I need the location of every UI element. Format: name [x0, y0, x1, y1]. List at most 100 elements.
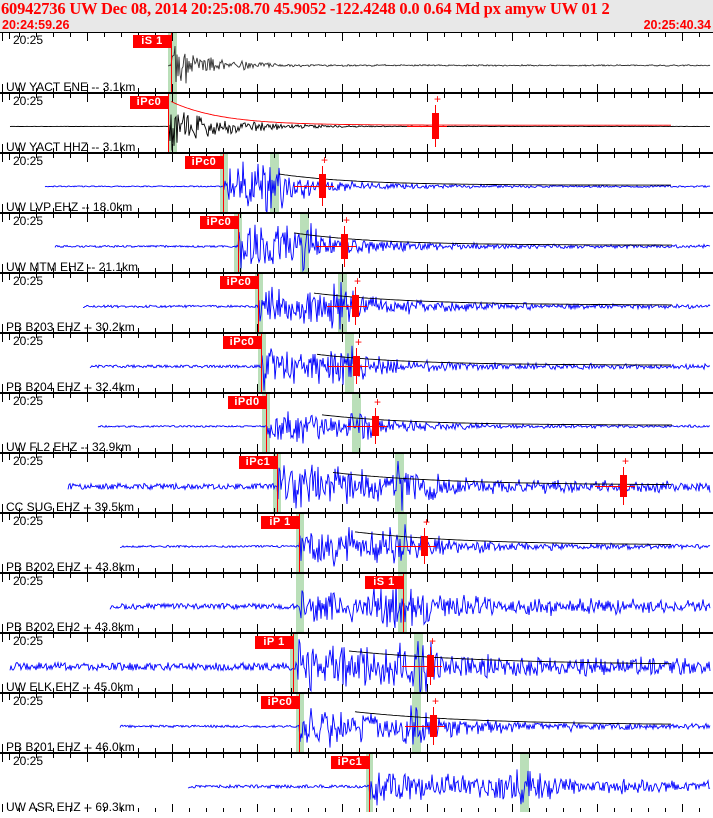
waveform-trace — [119, 705, 711, 748]
phase-pick-line[interactable] — [171, 33, 172, 92]
trace-panel-mtm-ehz[interactable]: iPc0 +20:25 UW MTM EHZ -- 21.1km — [0, 212, 713, 272]
phase-pick-line[interactable] — [369, 754, 370, 812]
waveform-trace — [67, 460, 711, 511]
phase-pick-line[interactable] — [258, 274, 259, 332]
station-channel-label: UW ELK EHZ -- 45.0km — [6, 680, 134, 692]
trace-panel-b203-ehz[interactable]: iPc0 +20:25 PB B203 EHZ -- 30.2km — [0, 272, 713, 332]
phase-window-band — [296, 694, 304, 752]
phase-window-band — [168, 33, 177, 92]
station-channel-label: PB B202 EH2 -- 43.8km — [6, 620, 135, 632]
amplitude-baseline — [407, 126, 447, 128]
amplitude-baseline — [347, 426, 387, 428]
amplitude-baseline — [328, 366, 368, 368]
amplitude-plus-icon: + — [374, 395, 382, 410]
phase-pick-label[interactable]: iPc0 — [223, 336, 261, 349]
coda-envelope-curve — [321, 414, 672, 426]
panel-time-label: 20:25 — [8, 33, 44, 47]
amplitude-plus-icon: + — [354, 274, 362, 289]
phase-pick-label[interactable]: iPc0 — [220, 276, 258, 289]
trace-panel-b202-ehz[interactable]: iP 1 +20:25 PB B202 EHZ -- 43.8km — [0, 512, 713, 572]
waveform-trace — [54, 223, 711, 272]
amplitude-plus-icon: + — [355, 335, 363, 350]
phase-pick-label[interactable]: iPc0 — [200, 216, 238, 229]
phase-pick-label[interactable]: iPc1 — [239, 456, 277, 469]
waveform-trace — [167, 45, 711, 84]
amplitude-plus-icon: + — [429, 634, 437, 649]
trace-panel-asr-ehz[interactable]: iPc1 20:25 UW ASR EHZ -- 69.3km — [0, 752, 713, 812]
window-start-time: 20:24:59.26 — [2, 18, 70, 32]
phase-pick-label[interactable]: iS 1 — [133, 35, 171, 48]
phase-window-band — [258, 334, 266, 392]
phase-pick-line[interactable] — [261, 334, 262, 392]
amplitude-plus-icon: + — [423, 515, 431, 530]
phase-pick-line[interactable] — [403, 574, 404, 632]
phase-pick-label[interactable]: iS 1 — [365, 576, 403, 589]
waveform-trace — [119, 524, 711, 567]
phase-pick-line[interactable] — [168, 94, 169, 152]
coda-envelope-curve — [316, 353, 671, 366]
phase-window-band — [168, 94, 177, 152]
station-channel-label: CC SUG EHZ -- 39.5km — [6, 500, 135, 512]
waveform-trace — [9, 101, 710, 151]
station-channel-label: PB B204 EHZ -- 32.4km — [6, 380, 135, 392]
phase-pick-label[interactable]: iPd0 — [228, 396, 266, 409]
trace-panel-b201-ehz[interactable]: iPc0 +20:25 PB B201 EHZ -- 46.0km — [0, 692, 713, 752]
panel-time-label: 20:25 — [8, 454, 44, 468]
window-end-time: 20:25:40.34 — [643, 18, 711, 32]
phase-window-band — [296, 574, 304, 632]
trace-panel-b202-eh2[interactable]: iS 1 20:25 PB B202 EH2 -- 43.8km — [0, 572, 713, 632]
coda-envelope-curve — [354, 711, 671, 725]
panel-time-label: 20:25 — [8, 214, 44, 228]
event-header-title: 60942736 UW Dec 08, 2014 20:25:08.70 45.… — [1, 0, 610, 18]
coda-envelope-curve — [348, 650, 671, 665]
phase-pick-label[interactable]: iPc0 — [261, 696, 299, 709]
station-channel-label: UW LVP EHZ -- 18.0km — [6, 200, 133, 212]
waveform-trace — [187, 769, 711, 806]
coda-envelope-curve — [313, 292, 672, 306]
phase-pick-line[interactable] — [223, 154, 224, 212]
station-channel-label: UW MTM EHZ -- 21.1km — [6, 260, 138, 272]
trace-panel-sug-ehz[interactable]: iPc1 +20:25 CC SUG EHZ -- 39.5km — [0, 452, 713, 512]
phase-pick-label[interactable]: iPc0 — [185, 156, 223, 169]
waveform-trace — [9, 639, 711, 692]
phase-pick-line[interactable] — [299, 694, 300, 752]
phase-pick-label[interactable]: iP 1 — [255, 636, 293, 649]
panel-time-label: 20:25 — [8, 694, 44, 708]
phase-window-band — [398, 514, 407, 572]
phase-pick-label[interactable]: iPc1 — [331, 756, 369, 769]
trace-panel-lvp-ehz[interactable]: iPc0 +20:25 UW LVP EHZ -- 18.0km — [0, 152, 713, 212]
amplitude-baseline — [396, 546, 436, 548]
amplitude-baseline — [402, 666, 442, 668]
phase-pick-line[interactable] — [266, 394, 267, 452]
waveform-trace — [89, 345, 711, 391]
panel-time-label: 20:25 — [8, 394, 44, 408]
trace-panel-b204-ehz[interactable]: iPc0 +20:25 PB B204 EHZ -- 32.4km — [0, 332, 713, 392]
panel-time-label: 20:25 — [8, 94, 44, 108]
phase-pick-label[interactable]: iP 1 — [261, 516, 299, 529]
coda-envelope-curve — [278, 173, 671, 186]
station-channel-label: UW YACT HHZ -- 3.1km — [6, 140, 136, 152]
panel-time-label: 20:25 — [8, 274, 44, 288]
phase-pick-line[interactable] — [277, 454, 278, 512]
station-channel-label: UW YACT ENE -- 3.1km — [6, 80, 136, 92]
phase-window-band — [300, 214, 309, 272]
panel-time-label: 20:25 — [8, 154, 44, 168]
phase-window-band — [412, 694, 421, 752]
trace-panel-yact-ene[interactable]: iS 1 20:25 UW YACT ENE -- 3.1km — [0, 32, 713, 92]
station-channel-label: UW FL2 EHZ -- 32.9km — [6, 440, 132, 452]
coda-envelope-curve — [332, 472, 671, 486]
phase-pick-label[interactable]: iPc0 — [130, 96, 168, 109]
phase-pick-line[interactable] — [238, 214, 239, 272]
trace-panel-elk-ehz[interactable]: iP 1 +20:25 UW ELK EHZ -- 45.0km — [0, 632, 713, 692]
amplitude-baseline — [316, 246, 356, 248]
waveform-trace — [82, 282, 711, 330]
trace-panel-yact-hhz[interactable]: iPc0 +20:25 UW YACT HHZ -- 3.1km — [0, 92, 713, 152]
amplitude-baseline — [294, 186, 334, 188]
phase-pick-line[interactable] — [299, 514, 300, 572]
trace-panel-fl2-ehz[interactable]: iPd0 +20:25 UW FL2 EHZ -- 32.9km — [0, 392, 713, 452]
amplitude-baseline — [327, 306, 367, 308]
amplitude-plus-icon: + — [343, 212, 351, 227]
coda-envelope-curve — [293, 232, 672, 246]
phase-pick-line[interactable] — [293, 634, 294, 692]
